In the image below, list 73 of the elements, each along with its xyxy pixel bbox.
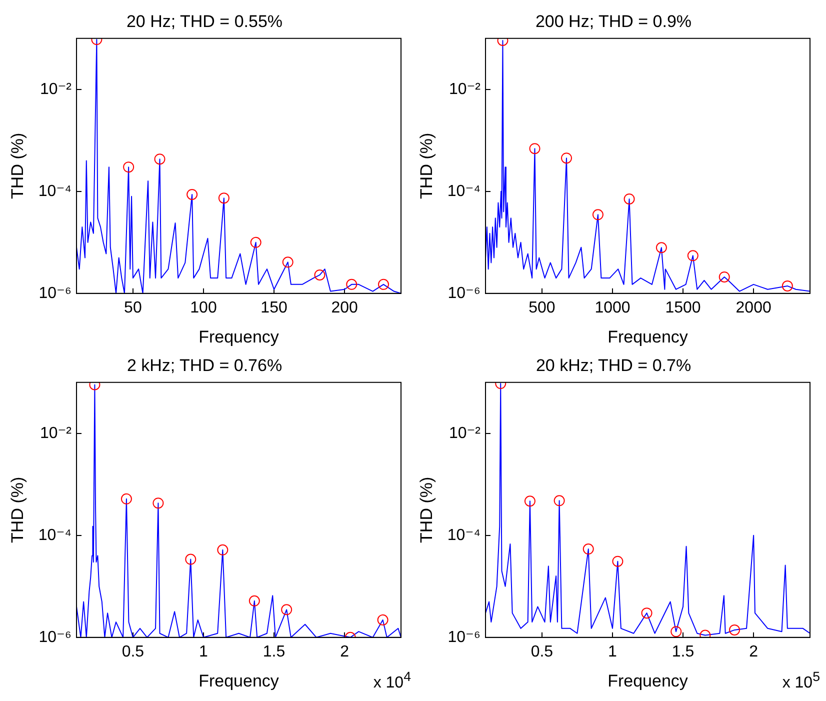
point xyxy=(185,554,196,565)
point xyxy=(718,271,730,282)
point xyxy=(186,188,198,200)
x-axis-title: Frequency xyxy=(198,327,280,346)
point xyxy=(641,608,652,619)
y-tick-label: 10⁻² xyxy=(40,424,72,442)
x-tick-label: 0.5 xyxy=(122,643,144,660)
x-tick-label: 2 xyxy=(340,643,350,660)
point xyxy=(281,604,292,616)
x-axis-title: Frequency xyxy=(608,671,688,690)
point xyxy=(346,278,358,290)
x-tick-label: 200 xyxy=(331,299,358,316)
x-tick-label: 1500 xyxy=(665,299,701,316)
x-tick-label: 2000 xyxy=(736,299,772,316)
y-tick-label: 10⁻⁶ xyxy=(448,628,481,646)
text: x 10$^{4}$ xyxy=(373,668,411,692)
x-tick-label: 0.5 xyxy=(530,643,554,660)
y-axis-title: THD (%) xyxy=(416,132,436,199)
x-tick-label: 1000 xyxy=(594,299,630,316)
y-tick-label: 10⁻⁴ xyxy=(38,526,72,544)
x-axis-title: Frequency xyxy=(608,327,688,346)
text: x 10$^{5}$ xyxy=(782,668,820,692)
y-tick-label: 10⁻² xyxy=(40,80,72,98)
y-tick-label: 10⁻⁴ xyxy=(447,182,481,200)
chart-title: 200 Hz; THD = 0.9% xyxy=(535,12,692,31)
point xyxy=(282,256,294,268)
y-tick-label: 10⁻⁶ xyxy=(38,628,72,646)
x-axis-title: Frequency xyxy=(198,671,280,690)
x-tick-label: 100 xyxy=(190,299,217,316)
point xyxy=(152,498,164,509)
chart-title: 20 kHz; THD = 0.7% xyxy=(536,356,692,375)
point xyxy=(560,152,572,164)
point xyxy=(250,236,262,248)
y-axis-title: THD (%) xyxy=(8,132,27,199)
point xyxy=(123,162,134,173)
x-tick-label: 2 xyxy=(749,643,758,660)
x-tick-label: 1.5 xyxy=(672,643,694,660)
y-tick-label: 10⁻⁶ xyxy=(38,284,72,302)
point xyxy=(154,154,166,165)
x-tick-label: 50 xyxy=(124,299,142,316)
point xyxy=(582,544,594,555)
chart-title: 20 Hz; THD = 0.55% xyxy=(126,12,283,31)
x-tick-label: 1.5 xyxy=(262,643,286,660)
point xyxy=(378,278,390,290)
x-tick-label: 1 xyxy=(199,643,208,660)
y-axis-title: THD (%) xyxy=(416,476,436,543)
x-tick-label: 500 xyxy=(528,299,556,316)
point xyxy=(524,496,536,507)
y-tick-label: 10⁻² xyxy=(448,80,482,98)
point xyxy=(529,143,540,154)
y-tick-label: 10⁻⁴ xyxy=(447,526,481,544)
chart-title: 2 kHz; THD = 0.76% xyxy=(126,356,282,375)
y-tick-label: 10⁻⁴ xyxy=(38,182,72,200)
y-axis-title: THD (%) xyxy=(8,476,27,543)
point xyxy=(554,495,565,506)
point xyxy=(670,626,682,638)
x-tick-label: 1 xyxy=(608,643,618,660)
point xyxy=(624,193,635,204)
y-tick-label: 10⁻² xyxy=(448,424,482,442)
point xyxy=(687,250,698,262)
point xyxy=(612,556,624,567)
point xyxy=(217,544,228,556)
point xyxy=(218,192,230,204)
point xyxy=(248,595,260,606)
y-tick-label: 10⁻⁶ xyxy=(448,284,481,302)
point xyxy=(377,614,388,626)
point xyxy=(314,269,326,280)
point xyxy=(729,624,740,636)
point xyxy=(120,493,132,504)
point xyxy=(656,242,667,254)
point xyxy=(592,209,604,220)
point xyxy=(782,280,793,292)
x-tick-label: 150 xyxy=(260,299,288,316)
